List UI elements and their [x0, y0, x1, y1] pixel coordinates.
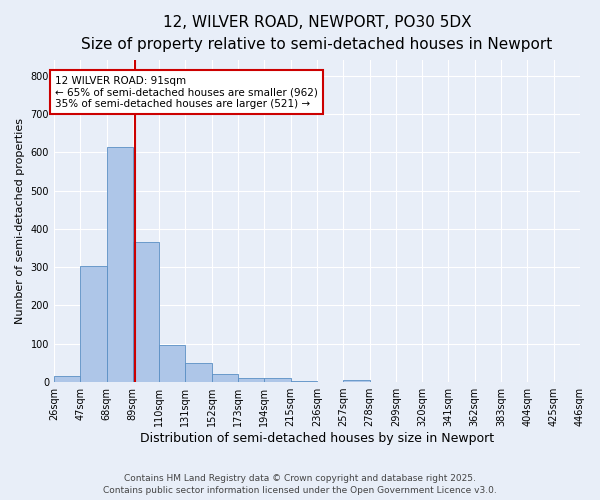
Text: Contains HM Land Registry data © Crown copyright and database right 2025.
Contai: Contains HM Land Registry data © Crown c…: [103, 474, 497, 495]
Bar: [343, 380, 370, 382]
Bar: [54, 376, 80, 382]
Bar: [265, 378, 290, 382]
X-axis label: Distribution of semi-detached houses by size in Newport: Distribution of semi-detached houses by …: [140, 432, 494, 445]
Bar: [185, 363, 212, 382]
Y-axis label: Number of semi-detached properties: Number of semi-detached properties: [15, 118, 25, 324]
Bar: [80, 266, 107, 382]
Bar: [238, 378, 265, 382]
Title: 12, WILVER ROAD, NEWPORT, PO30 5DX
Size of property relative to semi-detached ho: 12, WILVER ROAD, NEWPORT, PO30 5DX Size …: [82, 15, 553, 52]
Bar: [159, 344, 185, 382]
Bar: [107, 146, 133, 382]
Bar: [212, 374, 238, 382]
Text: 12 WILVER ROAD: 91sqm
← 65% of semi-detached houses are smaller (962)
35% of sem: 12 WILVER ROAD: 91sqm ← 65% of semi-deta…: [55, 76, 318, 109]
Bar: [133, 242, 159, 382]
